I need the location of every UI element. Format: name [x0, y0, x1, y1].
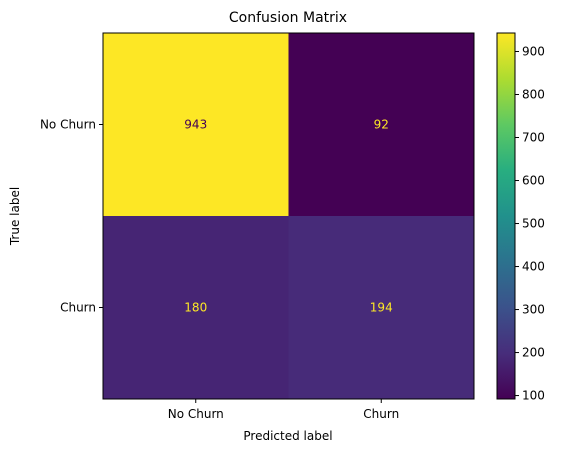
colorbar-tick-label: 200 — [522, 346, 545, 360]
matrix-cell-value: 194 — [370, 301, 393, 315]
colorbar-tick-label: 500 — [522, 217, 545, 231]
colorbar-tick-label: 900 — [522, 44, 545, 58]
y-tick-label: Churn — [60, 301, 96, 315]
matrix-cell — [288, 33, 474, 216]
x-axis-label: Predicted label — [243, 429, 332, 443]
chart-title: Confusion Matrix — [229, 10, 347, 26]
colorbar-ticks: 100 200 300 400 500 600 700 800 900 — [515, 44, 545, 403]
colorbar-tick-label: 400 — [522, 260, 545, 274]
plot-frame — [102, 32, 475, 400]
colorbar-tick-label: 700 — [522, 131, 545, 145]
x-tick-label: No Churn — [168, 407, 224, 421]
colorbar-tick-label: 100 — [522, 389, 545, 403]
x-tick-label: Churn — [363, 407, 399, 421]
matrix-cell-value: 943 — [184, 118, 207, 132]
x-axis-ticks: No Churn Churn — [168, 399, 399, 421]
matrix-cells — [103, 33, 474, 399]
matrix-cell-value: 92 — [374, 118, 389, 132]
colorbar-tick-label: 600 — [522, 174, 545, 188]
matrix-cell — [103, 33, 289, 216]
colorbar — [496, 32, 516, 400]
y-axis-ticks: No Churn Churn — [40, 118, 103, 315]
matrix-cell — [288, 216, 474, 399]
y-tick-label: No Churn — [40, 118, 96, 132]
y-axis-label: True label — [8, 187, 22, 246]
colorbar-tick-label: 300 — [522, 303, 545, 317]
matrix-cell-value: 180 — [184, 301, 207, 315]
colorbar-tick-label: 800 — [522, 88, 545, 102]
matrix-cell — [103, 216, 289, 399]
matrix-cell-labels: 943 92 180 194 — [184, 118, 392, 315]
